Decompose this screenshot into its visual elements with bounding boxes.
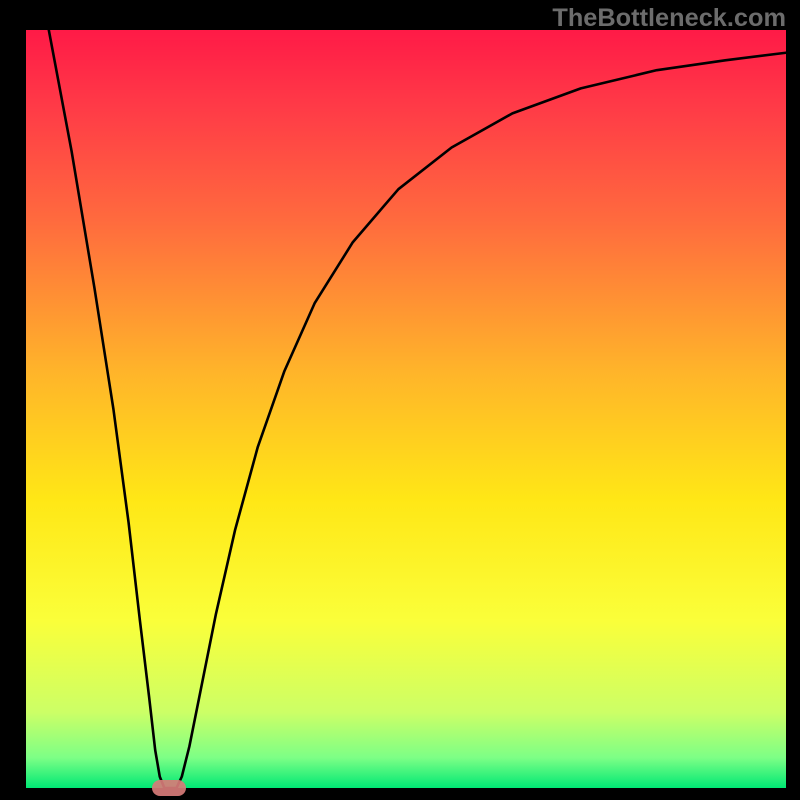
plot-area <box>26 30 786 788</box>
optimal-point-marker <box>152 780 185 796</box>
watermark-text: TheBottleneck.com <box>552 4 786 33</box>
chart-root: { "meta": { "watermark_text": "TheBottle… <box>0 0 800 800</box>
bottleneck-curve <box>49 30 786 788</box>
curve-overlay <box>26 30 786 788</box>
